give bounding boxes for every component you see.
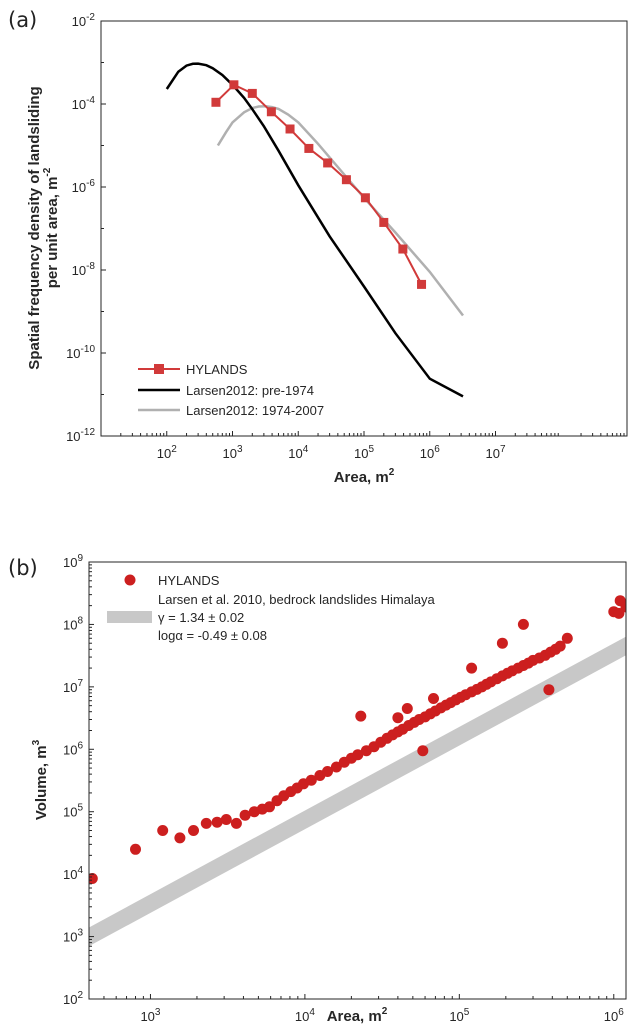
y-tick-label: 108	[63, 615, 83, 632]
hylands-point	[239, 809, 251, 821]
hylands-point	[330, 761, 342, 773]
x-tick-label: 102	[157, 444, 177, 461]
legend-hylands-label: HYLANDS	[186, 362, 248, 377]
panel-b-ylabel: Volume, m3	[31, 739, 50, 820]
panel-b-xlabel: Area, m2	[327, 1006, 388, 1025]
legend-hylands-dot	[124, 574, 136, 586]
y-tick-label: 107	[63, 678, 83, 695]
hylands-point	[322, 766, 333, 777]
y-tick-label: 10-12	[66, 427, 95, 444]
hylands-marker	[285, 124, 295, 134]
hylands-marker	[398, 244, 408, 254]
legend-larsen-label: Larsen et al. 2010, bedrock landslides H…	[158, 592, 436, 607]
legend-gamma-line: γ = 1.34 ± 0.02	[158, 610, 244, 625]
hylands-point	[401, 703, 413, 714]
panel-b-axes-frame	[88, 561, 627, 1000]
hylands-point	[392, 712, 404, 724]
series-line-1	[165, 62, 464, 398]
y-tick-label: 10-4	[72, 95, 96, 112]
hylands-point	[517, 618, 529, 630]
hylands-point	[466, 662, 478, 674]
hylands-marker	[304, 143, 314, 153]
y-tick-label: 10-8	[72, 261, 96, 278]
panel-a-legend: HYLANDS Larsen2012: pre-1974 Larsen2012:…	[138, 362, 324, 418]
hylands-marker	[266, 107, 276, 117]
x-tick-label: 107	[485, 444, 505, 461]
x-tick-label: 105	[449, 1007, 469, 1024]
y-tick-label: 104	[63, 865, 83, 882]
panel-b-label: (b)	[8, 556, 38, 580]
hylands-point	[428, 693, 439, 704]
hylands-point	[554, 640, 566, 652]
hylands-marker	[379, 217, 389, 227]
panel-a: (a) 102 103 104 105 106 107 10-12 10-10 10-8 10-6…	[8, 8, 628, 486]
hylands-marker	[229, 80, 239, 90]
y-tick-label: 105	[63, 803, 83, 820]
y-tick-label: 10-2	[72, 12, 96, 29]
series-line-2	[216, 105, 464, 317]
hylands-point	[496, 637, 508, 649]
hylands-point	[305, 774, 317, 786]
hylands-marker	[247, 88, 257, 98]
hylands-point	[200, 817, 212, 829]
x-tick-label: 104	[288, 444, 308, 461]
panel-b: (b) 103 104 105 106 102 103 104 105 106 107 108 109…	[8, 553, 627, 1025]
panel-a-ylabel-line2: per unit area, m-2	[42, 167, 61, 288]
y-tick-label: 109	[63, 553, 83, 570]
hylands-point	[264, 801, 275, 813]
hylands-point	[230, 817, 242, 829]
hylands-point	[613, 607, 625, 619]
hylands-point	[174, 832, 186, 844]
y-tick-label: 10-6	[72, 178, 96, 195]
x-tick-label: 106	[604, 1007, 624, 1024]
hylands-point	[543, 684, 555, 696]
hylands-marker	[341, 175, 351, 185]
larsen-band	[89, 636, 626, 947]
hylands-point	[130, 843, 141, 855]
legend-hylands-marker	[154, 364, 164, 374]
hylands-point	[352, 749, 364, 761]
panel-a-xlabel: Area, m2	[334, 467, 395, 486]
hylands-point	[561, 632, 573, 644]
legend-pre1974-label: Larsen2012: pre-1974	[186, 383, 314, 398]
hylands-point	[157, 825, 169, 836]
legend-hylands-label: HYLANDS	[158, 573, 220, 588]
hylands-point	[417, 745, 429, 757]
y-tick-label: 10-10	[66, 344, 95, 361]
panel-a-axes-frame	[100, 20, 628, 437]
hylands-point	[211, 816, 223, 828]
y-tick-label: 103	[63, 928, 83, 945]
hylands-marker	[211, 97, 221, 107]
legend-alpha-line: logα = -0.49 ± 0.08	[158, 628, 267, 643]
x-tick-label: 106	[420, 444, 440, 461]
x-tick-label: 103	[222, 444, 242, 461]
hylands-point	[89, 873, 98, 884]
hylands-point	[188, 825, 199, 836]
panel-a-ylabel-line1: Spatial frequency density of landsliding	[26, 86, 43, 369]
x-tick-label: 104	[295, 1007, 315, 1024]
series-line-0	[215, 83, 423, 285]
panel-a-ylabel: Spatial frequency density of landsliding…	[26, 86, 61, 369]
hylands-marker	[360, 193, 370, 203]
legend-1974-2007-label: Larsen2012: 1974-2007	[186, 403, 324, 418]
x-tick-label: 103	[140, 1007, 160, 1024]
y-tick-label: 106	[63, 740, 83, 757]
x-tick-label: 105	[354, 444, 374, 461]
hylands-marker	[417, 279, 427, 289]
panel-b-legend: HYLANDS Larsen et al. 2010, bedrock land…	[107, 573, 436, 643]
hylands-point	[220, 814, 232, 825]
hylands-marker	[323, 158, 333, 168]
hylands-point	[355, 710, 367, 722]
panel-a-label: (a)	[8, 8, 37, 32]
y-tick-label: 102	[63, 990, 83, 1007]
